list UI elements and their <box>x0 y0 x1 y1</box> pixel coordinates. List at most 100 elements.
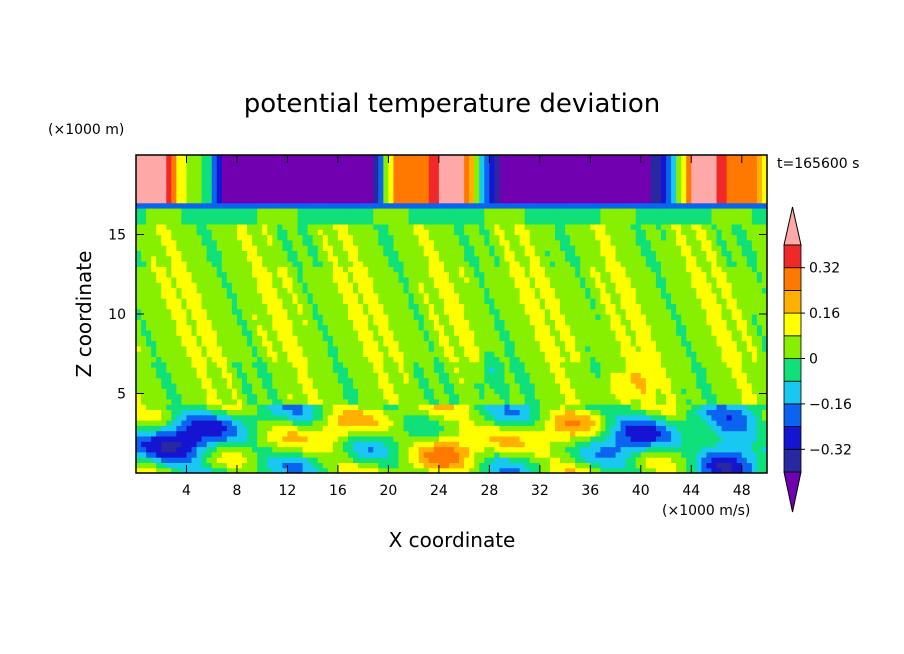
contour-cell <box>413 345 420 352</box>
contour-cell <box>368 266 374 273</box>
contour-cell <box>292 345 299 352</box>
contour-cell <box>136 261 142 267</box>
contour-cell <box>383 266 389 273</box>
contour-cell <box>146 170 152 177</box>
contour-cell <box>186 372 193 379</box>
contour-cell <box>469 282 475 289</box>
contour-cell <box>519 298 526 304</box>
contour-cell <box>211 165 218 172</box>
contour-cell <box>282 361 289 368</box>
contour-cell <box>524 255 531 262</box>
contour-cell <box>312 276 319 283</box>
contour-cell <box>448 414 455 421</box>
contour-cell <box>231 239 238 246</box>
contour-cell <box>292 229 299 236</box>
contour-cell <box>554 409 561 416</box>
contour-cell <box>136 377 142 384</box>
contour-cell <box>176 213 183 220</box>
contour-cell <box>378 282 384 289</box>
contour-cell <box>509 398 516 405</box>
contour-cell <box>252 340 258 347</box>
contour-cell <box>327 409 334 416</box>
contour-cell <box>342 170 349 177</box>
contour-cell <box>216 441 223 448</box>
contour-cell <box>544 170 551 177</box>
contour-cell <box>141 435 147 442</box>
contour-cell <box>297 435 304 442</box>
contour-cell <box>176 324 183 331</box>
contour-cell <box>156 186 162 193</box>
contour-cell <box>413 276 420 283</box>
contour-cell <box>156 319 162 326</box>
contour-cell <box>231 457 238 463</box>
contour-cell <box>171 170 177 177</box>
contour-cell <box>438 356 445 363</box>
contour-cell <box>418 223 425 230</box>
contour-cell <box>388 170 395 177</box>
contour-cell <box>514 181 521 188</box>
contour-cell <box>322 250 329 257</box>
contour-cell <box>383 319 389 326</box>
contour-cell <box>348 197 354 204</box>
contour-cell <box>448 155 455 161</box>
contour-cell <box>171 245 177 251</box>
contour-cell <box>337 308 344 315</box>
contour-cell <box>342 377 349 384</box>
contour-cell <box>297 287 304 294</box>
contour-cell <box>206 276 213 283</box>
contour-cell <box>519 340 526 347</box>
contour-cell <box>211 462 218 469</box>
contour-cell <box>272 165 278 172</box>
contour-cell <box>459 451 465 458</box>
contour-cell <box>383 218 389 225</box>
contour-cell <box>539 176 546 183</box>
contour-cell <box>363 202 369 209</box>
contour-cell <box>297 441 304 448</box>
contour-cell <box>393 382 400 389</box>
contour-cell <box>454 367 460 373</box>
contour-cell <box>368 404 374 410</box>
contour-cell <box>423 266 430 273</box>
contour-cell <box>433 425 440 432</box>
contour-cell <box>358 388 364 395</box>
contour-cell <box>211 170 218 177</box>
contour-cell <box>494 245 501 251</box>
contour-cell <box>161 340 167 347</box>
contour-cell <box>191 435 198 442</box>
contour-cell <box>373 165 379 172</box>
contour-cell <box>459 218 465 225</box>
contour-cell <box>358 287 364 294</box>
contour-cell <box>378 234 384 241</box>
contour-cell <box>408 276 415 283</box>
contour-cell <box>353 314 359 320</box>
contour-cell <box>337 282 344 289</box>
contour-cell <box>342 340 349 347</box>
contour-cell <box>474 430 480 437</box>
contour-cell <box>136 234 142 241</box>
contour-cell <box>221 430 228 437</box>
contour-cell <box>443 202 450 209</box>
contour-cell <box>474 287 480 294</box>
contour-cell <box>408 208 415 214</box>
contour-cell <box>236 287 243 294</box>
contour-cell <box>302 292 309 299</box>
contour-cell <box>322 276 329 283</box>
contour-cell <box>176 192 183 198</box>
contour-cell <box>257 404 263 410</box>
contour-cell <box>519 266 526 273</box>
contour-cell <box>247 446 253 453</box>
contour-cell <box>554 430 561 437</box>
contour-cell <box>423 186 430 193</box>
contour-cell <box>206 430 213 437</box>
contour-cell <box>469 382 475 389</box>
contour-cell <box>221 292 228 299</box>
contour-cell <box>282 319 289 326</box>
contour-cell <box>353 287 359 294</box>
contour-cell <box>443 404 450 410</box>
contour-cell <box>413 457 420 463</box>
contour-cell <box>423 202 430 209</box>
contour-cell <box>423 218 430 225</box>
contour-cell <box>252 462 258 469</box>
contour-cell <box>388 186 395 193</box>
contour-cell <box>181 165 188 172</box>
